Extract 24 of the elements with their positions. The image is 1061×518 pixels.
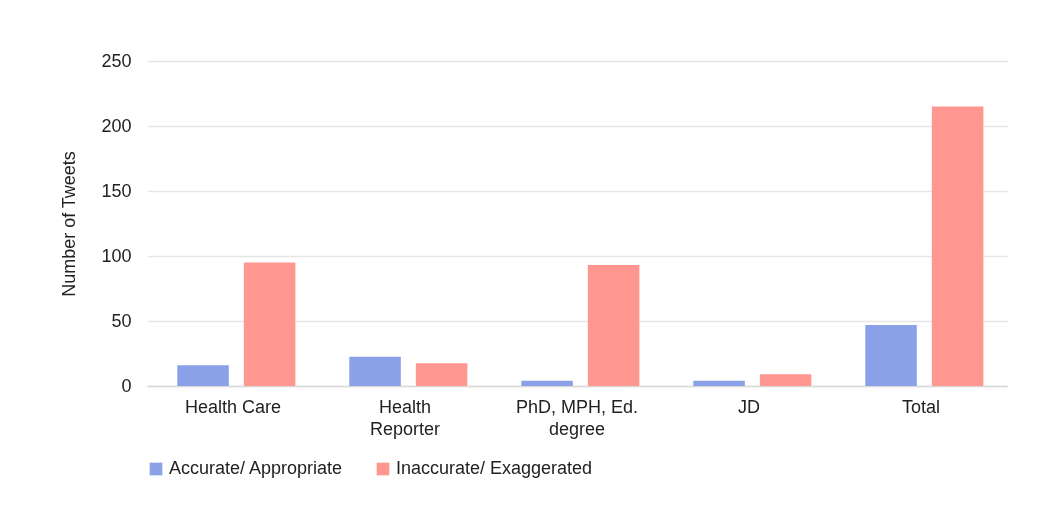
y-tick-label: 0 [121, 375, 132, 396]
y-tick-label: 250 [101, 50, 132, 71]
bar [243, 262, 296, 386]
y-tick-label: 200 [101, 115, 132, 136]
legend-label: Accurate/ Appropriate [169, 458, 343, 478]
y-axis-title: Number of Tweets [59, 151, 80, 297]
bar [177, 365, 229, 386]
bar [587, 265, 640, 386]
legend-label: Inaccurate/ Exaggerated [396, 458, 593, 478]
bar [865, 324, 917, 386]
bar [521, 380, 573, 386]
x-tick-label: Total [901, 396, 941, 417]
bar [759, 374, 812, 386]
bar [415, 363, 468, 386]
y-tick-label: 50 [111, 310, 132, 331]
bar [349, 356, 401, 386]
y-tick-label: 100 [101, 245, 132, 266]
y-tick-label: 150 [101, 180, 132, 201]
x-tick-label: PhD, MPH, Ed. degree [515, 396, 639, 439]
x-tick-label: Health Reporter [369, 396, 441, 439]
x-tick-label: Health Care [184, 396, 282, 417]
bar [693, 380, 745, 386]
bar [931, 106, 984, 386]
x-tick-label: JD [738, 396, 760, 417]
